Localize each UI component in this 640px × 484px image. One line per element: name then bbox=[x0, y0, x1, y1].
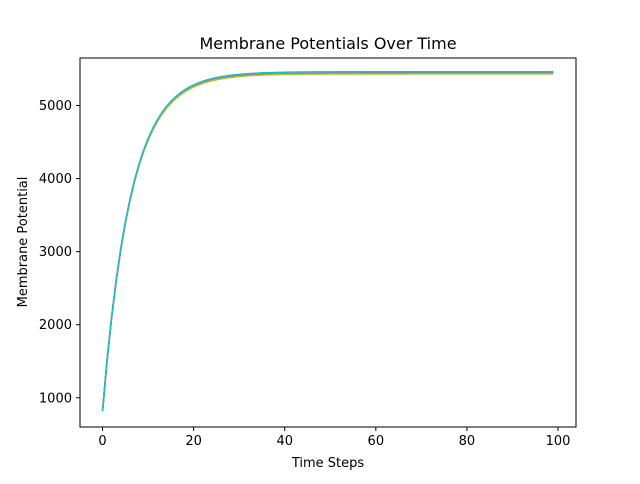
y-tick-label: 1000 bbox=[39, 391, 72, 406]
x-tick-label: 20 bbox=[185, 434, 202, 449]
y-tick-label: 3000 bbox=[39, 245, 72, 260]
y-axis: 1000 2000 3000 4000 5000 bbox=[39, 99, 80, 406]
y-tick-label: 2000 bbox=[39, 318, 72, 333]
plot-frame bbox=[79, 57, 577, 428]
x-tick-label: 60 bbox=[368, 434, 385, 449]
series-line-10 bbox=[101, 70, 554, 411]
y-axis-label: Membrane Potential bbox=[16, 177, 31, 308]
x-tick-label: 0 bbox=[98, 434, 106, 449]
y-tick-label: 4000 bbox=[39, 172, 72, 187]
y-tick-label: 5000 bbox=[39, 99, 72, 114]
x-tick-label: 40 bbox=[276, 434, 293, 449]
x-axis: 0 20 40 60 80 100 bbox=[98, 427, 570, 449]
x-tick-label: 80 bbox=[459, 434, 476, 449]
series-line-9 bbox=[101, 73, 554, 411]
x-axis-label: Time Steps bbox=[291, 456, 365, 471]
x-tick-label: 100 bbox=[546, 434, 571, 449]
plot-series bbox=[101, 70, 554, 411]
chart-title: Membrane Potentials Over Time bbox=[199, 34, 456, 53]
